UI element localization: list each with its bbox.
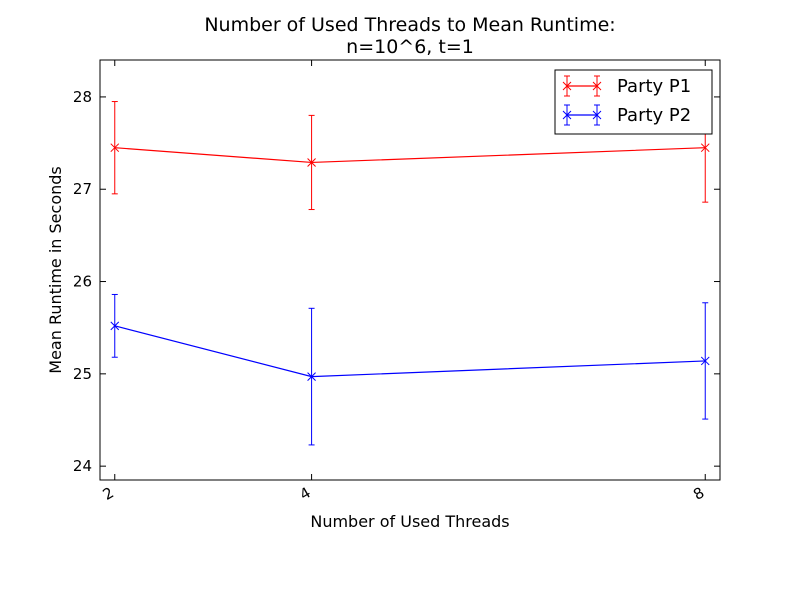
legend: Party P1 Party P2 — [554, 69, 713, 135]
legend-marker-left-1 — [562, 81, 572, 91]
series-2-point-1-stroke-b — [110, 321, 120, 331]
y-tick-label-24: 24 — [73, 457, 92, 475]
chart-title-line-1: Number of Used Threads to Mean Runtime: — [204, 14, 615, 36]
legend-item-1: Party P1 — [562, 75, 691, 97]
y-tick-label-25: 25 — [73, 365, 92, 383]
chart-title-line-2: n=10^6, t=1 — [346, 36, 474, 58]
series-2-point-3 — [700, 356, 710, 366]
legend-marker-right-2-stroke-b — [592, 110, 602, 120]
series-1-point-1-stroke-b — [110, 143, 120, 153]
plot-area — [110, 91, 710, 446]
series-2-line — [114, 325, 706, 378]
x-tick-label-8: 8 — [690, 483, 707, 503]
series-1-point-2 — [307, 158, 316, 167]
x-tick-label-2: 2 — [100, 483, 117, 503]
x-axis-label: Number of Used Threads — [310, 512, 509, 531]
legend-label-2: Party P2 — [617, 105, 691, 126]
y-tick-label-28: 28 — [73, 88, 92, 106]
y-tick-label-26: 26 — [73, 273, 92, 291]
plot-frame — [99, 59, 721, 481]
series-1-point-3-stroke-b — [700, 143, 710, 153]
y-tick-label-27: 27 — [73, 180, 92, 198]
series-1-point-2-stroke-b — [307, 158, 316, 167]
legend-marker-right-1-stroke-b — [592, 81, 602, 91]
legend-marker-right-2 — [592, 110, 602, 120]
legend-box — [554, 69, 713, 135]
legend-marker-right-1 — [592, 81, 602, 91]
series-2-point-1 — [110, 321, 120, 331]
series-2-point-3-stroke-b — [700, 356, 710, 366]
series-2 — [110, 293, 710, 446]
series-2-point-2-stroke-b — [307, 372, 316, 381]
series-1-point-3 — [700, 143, 710, 153]
series-1-line — [114, 147, 706, 164]
legend-label-1: Party P1 — [617, 76, 691, 97]
x-tick-label-4: 4 — [296, 483, 313, 503]
series-2-point-2 — [307, 372, 316, 381]
series-1-point-1 — [110, 143, 120, 153]
legend-marker-left-2 — [562, 110, 572, 120]
legend-item-2: Party P2 — [562, 104, 691, 126]
legend-marker-left-2-stroke-b — [562, 110, 572, 120]
legend-marker-left-1-stroke-b — [562, 81, 572, 91]
y-axis-label: Mean Runtime in Seconds — [46, 166, 65, 373]
